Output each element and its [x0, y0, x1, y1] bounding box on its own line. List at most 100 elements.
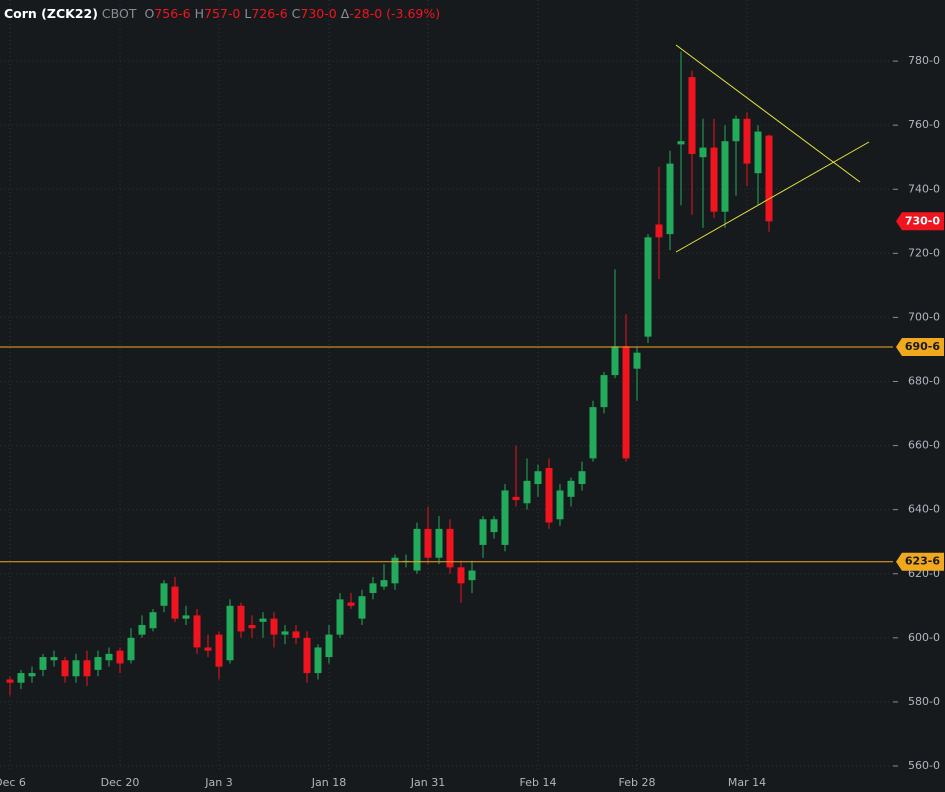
candle-body — [149, 612, 157, 629]
candle-body — [391, 557, 399, 584]
x-tick-label: Dec 6 — [0, 776, 26, 789]
exchange: CBOT — [102, 6, 137, 21]
y-tick-label: 720-0 — [908, 246, 940, 259]
quote-value: 726-6 — [251, 6, 287, 21]
trend-line — [675, 141, 870, 253]
trend-line — [675, 44, 861, 183]
candle-body — [699, 147, 707, 158]
x-tick-label: Dec 20 — [101, 776, 140, 789]
candle-body — [138, 625, 146, 635]
candle-body — [424, 528, 432, 558]
triangle-drawing — [675, 44, 870, 253]
candle-body — [237, 605, 245, 632]
quote: O756-6 H757-0 L726-6 C730-0 Δ-28-0 (-3.69%) — [144, 6, 440, 21]
y-tick-label: 580-0 — [908, 695, 940, 708]
y-tick-label: 560-0 — [908, 759, 940, 772]
y-tick-label: 640-0 — [908, 503, 940, 516]
price-tag — [896, 552, 944, 571]
y-tick-label: 780-0 — [908, 54, 940, 67]
candles — [0, 51, 893, 696]
candle-body — [655, 224, 663, 238]
symbol: Corn (ZCK22) — [4, 6, 98, 21]
candle-body — [369, 583, 377, 593]
candle-body — [50, 657, 58, 661]
candle-body — [17, 673, 25, 683]
y-tick-label: 760-0 — [908, 118, 940, 131]
quote-label: Δ — [341, 6, 350, 21]
candle-body — [710, 147, 718, 212]
candle-body — [83, 660, 91, 677]
y-tick-label: 600-0 — [908, 631, 940, 644]
y-tick-label: 660-0 — [908, 439, 940, 452]
candle-body — [600, 375, 608, 408]
candle-body — [622, 346, 630, 459]
candle-body — [732, 118, 740, 142]
candle-body — [479, 519, 487, 545]
quote-value: -28-0 (-3.69%) — [349, 6, 440, 21]
y-tick-label: 800-0 — [908, 0, 940, 3]
candle-body — [743, 118, 751, 164]
quote-label: O — [144, 6, 154, 21]
chart-header: Corn (ZCK22) CBOT O756-6 H757-0 L726-6 C730… — [4, 6, 440, 21]
candle-body — [413, 528, 421, 571]
candle-body — [160, 583, 168, 606]
candle-body — [754, 131, 762, 174]
candle-body — [633, 352, 641, 369]
price-tag-label: 623-6 — [905, 555, 941, 568]
candle-body — [545, 468, 553, 523]
candle-body — [325, 634, 333, 658]
candle-body — [204, 647, 212, 651]
candle-body — [534, 471, 542, 485]
candle-body — [215, 634, 223, 667]
candle-body — [281, 631, 289, 635]
x-tick-label: Mar 14 — [728, 776, 766, 789]
candle-body — [380, 580, 388, 587]
price-tag-label: 690-6 — [905, 340, 941, 353]
candle-body — [127, 637, 135, 661]
candle-body — [512, 496, 520, 501]
candle-body — [721, 141, 729, 212]
quote-label: H — [195, 6, 204, 21]
candle-body — [523, 480, 531, 504]
price-tag — [896, 212, 944, 231]
candle-body — [105, 653, 113, 661]
candle-body — [567, 480, 575, 497]
candle-body — [468, 570, 476, 581]
x-tick-label: Jan 3 — [204, 776, 232, 789]
x-tick-label: Jan 31 — [410, 776, 445, 789]
candle-body — [248, 625, 256, 629]
quote-value: 730-0 — [300, 6, 336, 21]
candle-body — [303, 637, 311, 674]
candle-body — [347, 602, 355, 606]
candle-body — [677, 141, 685, 145]
candle-body — [589, 407, 597, 459]
y-tick-label: 680-0 — [908, 375, 940, 388]
candle-body — [314, 647, 322, 674]
quote-value: 756-6 — [154, 6, 190, 21]
candle-body — [644, 237, 652, 337]
x-tick-label: Jan 18 — [311, 776, 346, 789]
candle-body — [666, 163, 674, 235]
x-tick-label: Feb 28 — [619, 776, 656, 789]
quote-value: 757-0 — [204, 6, 240, 21]
candle-body — [171, 586, 179, 619]
candle-body — [336, 599, 344, 635]
candle-body — [501, 490, 509, 545]
candle-body — [182, 615, 190, 619]
candle-body — [270, 618, 278, 635]
candle-body — [61, 660, 69, 677]
quote-label: L — [244, 6, 251, 21]
y-tick-label: 740-0 — [908, 182, 940, 195]
candle-body — [259, 618, 267, 622]
y-tick-label: 700-0 — [908, 310, 940, 323]
candle-body — [6, 679, 14, 683]
quote-label: C — [292, 6, 301, 21]
candle-body — [457, 567, 465, 584]
candle-body — [358, 596, 366, 619]
candle-body — [94, 657, 102, 670]
candle-body — [193, 615, 201, 648]
candle-body — [765, 135, 773, 222]
